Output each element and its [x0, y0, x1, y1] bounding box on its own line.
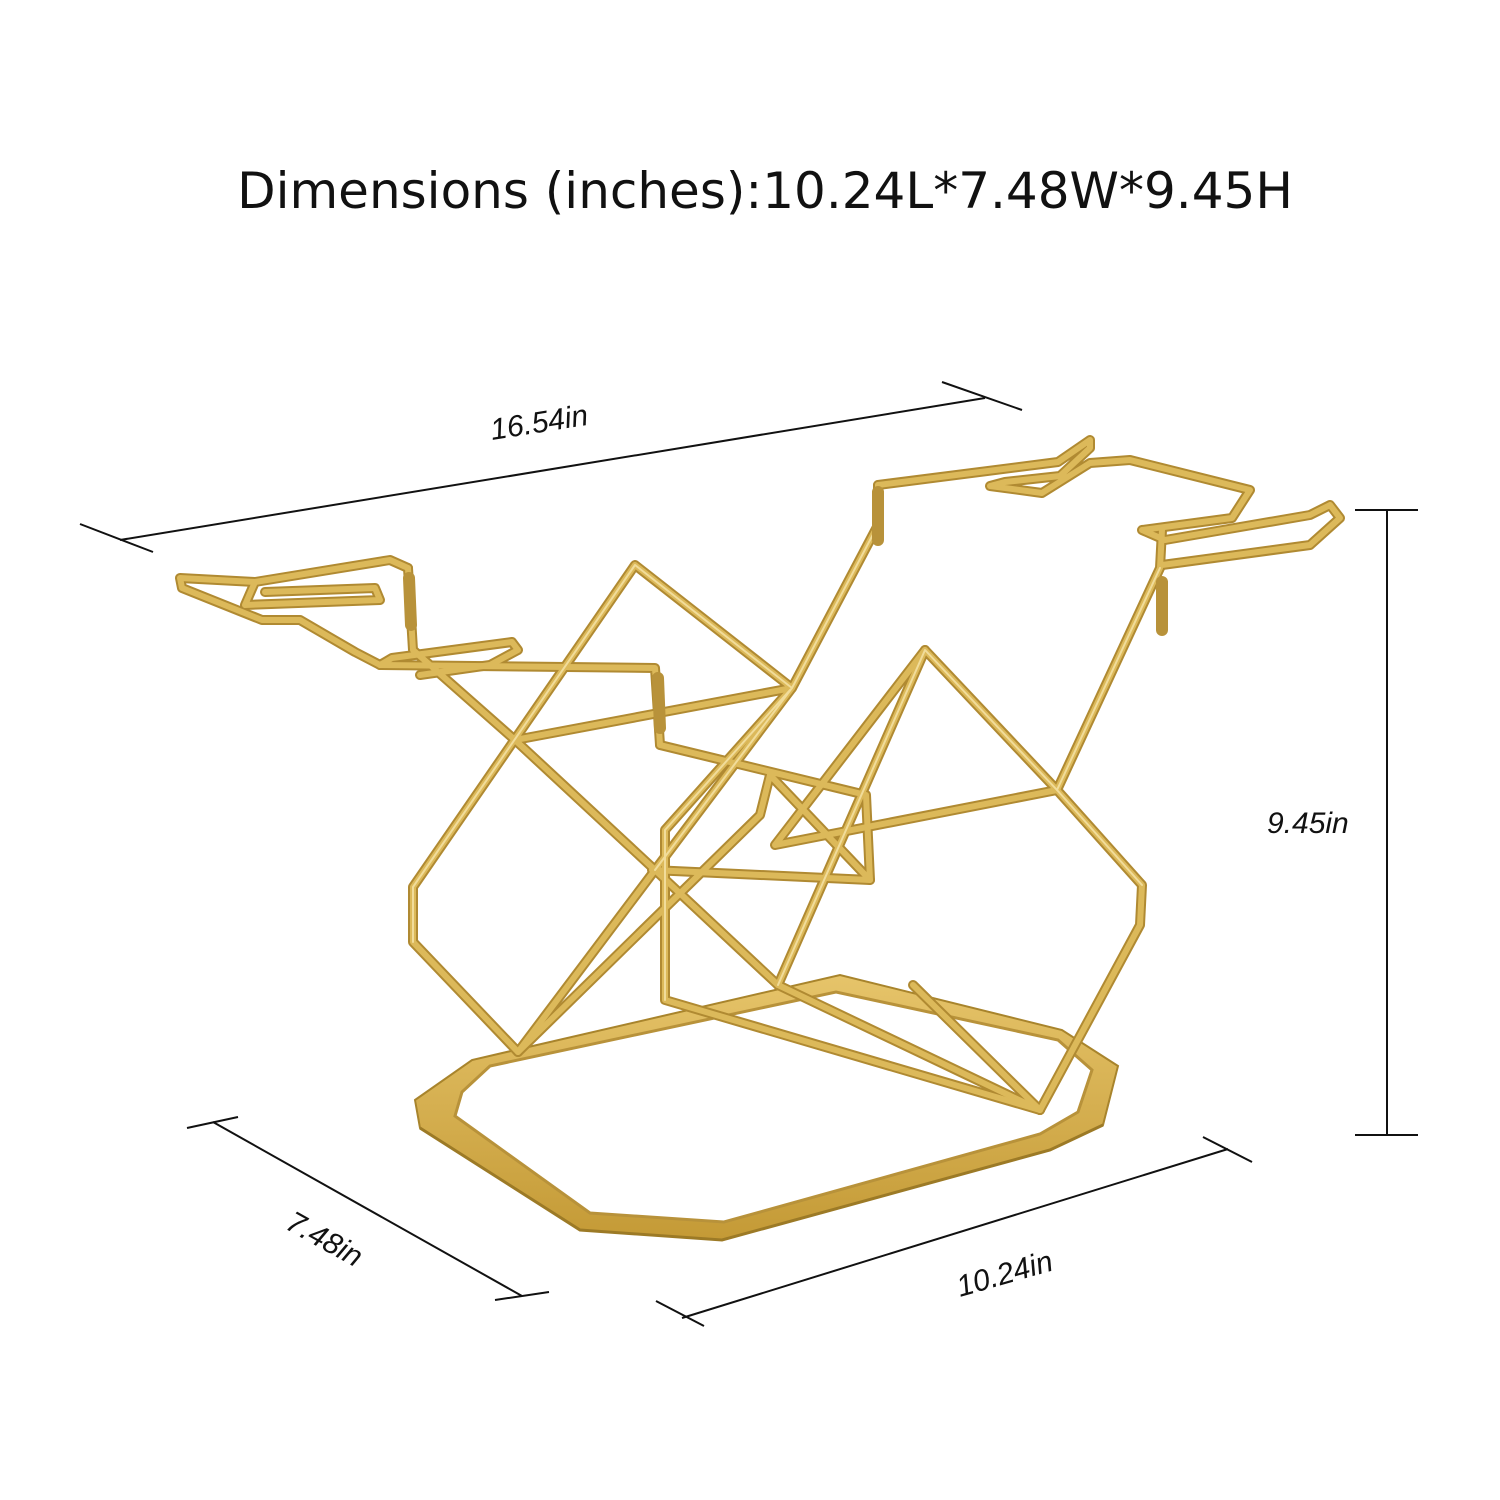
base-length-dimension-line	[681, 1148, 1229, 1319]
page-title: Dimensions (inches):10.24L*7.48W*9.45H	[237, 162, 1293, 220]
width-tick-bottom	[494, 1291, 550, 1301]
length-tick-right	[941, 381, 1023, 411]
wine-rack-illustration	[175, 435, 1345, 1242]
base-length-tick-right	[1202, 1136, 1253, 1163]
width-dimension-line	[212, 1121, 523, 1297]
base-length-label: 10.24in	[953, 1245, 1057, 1304]
base-length-tick-left	[655, 1300, 705, 1327]
height-label: 9.45in	[1267, 807, 1349, 840]
length-tick-left	[79, 523, 154, 553]
length-label: 16.54in	[488, 399, 590, 447]
rack-wire-frame	[175, 435, 1345, 1115]
rack-base	[413, 973, 1120, 1242]
dimension-lines	[79, 381, 1418, 1327]
width-label: 7.48in	[281, 1205, 368, 1273]
length-dimension-line	[119, 397, 986, 541]
width-tick-top	[186, 1116, 239, 1129]
